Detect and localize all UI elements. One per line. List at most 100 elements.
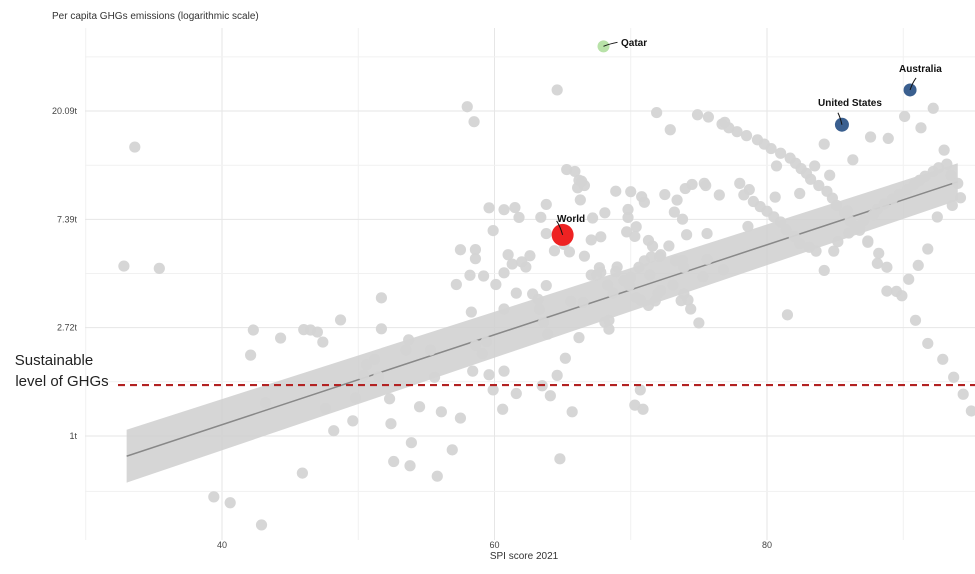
data-point — [952, 177, 964, 189]
data-point — [954, 192, 967, 204]
callout-label-australia: Australia — [899, 64, 942, 75]
data-point — [655, 284, 667, 297]
data-point — [483, 202, 495, 214]
callout-label-united-states: United States — [818, 98, 882, 109]
data-point — [334, 314, 347, 326]
data-point — [909, 314, 922, 326]
data-point — [903, 273, 915, 285]
data-point — [498, 303, 510, 315]
data-point — [375, 323, 388, 335]
x-tick-label-60: 60 — [489, 540, 499, 550]
data-point — [862, 236, 874, 248]
data-point — [751, 134, 764, 146]
data-point — [296, 467, 308, 479]
data-point — [576, 175, 588, 187]
data-point — [153, 262, 165, 274]
data-point — [630, 221, 642, 233]
data-point — [841, 205, 853, 217]
data-point — [532, 293, 544, 305]
data-point — [702, 111, 715, 123]
data-point — [400, 344, 412, 356]
data-point — [544, 390, 556, 402]
data-point — [878, 198, 890, 210]
data-point — [537, 316, 550, 328]
data-point — [317, 336, 329, 348]
data-point — [794, 187, 806, 200]
data-point — [873, 247, 885, 259]
axes: 40 60 80 1t 2.72t 7.39t 20.09t — [52, 106, 772, 550]
data-point — [664, 124, 676, 136]
data-point — [347, 415, 359, 427]
data-point — [535, 211, 547, 223]
data-point — [465, 306, 477, 318]
data-point — [413, 401, 426, 413]
data-point — [369, 353, 381, 365]
data-point — [428, 371, 441, 383]
data-point — [388, 455, 400, 468]
data-point — [809, 160, 821, 172]
data-point — [622, 211, 634, 224]
data-point — [818, 138, 830, 150]
data-point — [899, 110, 911, 123]
data-point — [540, 279, 552, 292]
callout-line-qatar — [603, 41, 618, 47]
data-point — [893, 188, 905, 200]
data-point — [769, 191, 781, 203]
data-point — [578, 250, 591, 262]
data-point — [945, 169, 957, 181]
callout-line-australia — [909, 77, 917, 91]
data-point — [832, 236, 844, 248]
data-point — [813, 179, 825, 192]
data-point — [622, 203, 634, 216]
y-tick-label-3: 20.09t — [52, 106, 78, 116]
data-point — [595, 266, 607, 278]
data-point — [693, 317, 705, 329]
data-point — [821, 185, 833, 197]
data-point — [375, 292, 388, 304]
data-point — [487, 225, 499, 237]
data-point — [467, 365, 479, 377]
data-point — [454, 244, 467, 256]
data-point — [349, 392, 362, 404]
data-point — [780, 224, 792, 236]
data-point — [770, 160, 783, 172]
data-point — [922, 243, 934, 255]
data-point — [510, 287, 522, 299]
data-point — [931, 211, 943, 223]
data-point — [644, 269, 656, 281]
data-point — [912, 259, 924, 272]
data-point — [573, 332, 585, 344]
data-point — [566, 406, 578, 418]
data-point — [691, 109, 704, 121]
data-point — [260, 397, 272, 409]
y-axis-label: Per capita GHGs emissions (logarithmic s… — [52, 11, 259, 22]
data-point — [498, 267, 510, 279]
data-point — [607, 287, 619, 299]
data-point — [927, 102, 939, 114]
data-point — [676, 213, 689, 225]
data-point — [360, 359, 373, 371]
data-point — [469, 243, 482, 256]
x-tick-label-40: 40 — [217, 540, 227, 550]
x-tick-label-80: 80 — [762, 540, 772, 550]
data-point — [738, 189, 750, 201]
data-point — [561, 163, 573, 176]
data-point — [810, 245, 822, 257]
data-point — [404, 460, 416, 472]
data-point — [510, 387, 522, 400]
data-point — [469, 253, 482, 265]
data-point — [659, 188, 671, 201]
data-point — [698, 177, 710, 189]
data-point — [919, 170, 931, 182]
data-point — [405, 437, 417, 449]
data-point — [599, 207, 611, 219]
data-point — [587, 212, 599, 224]
data-point — [373, 371, 385, 383]
data-point — [431, 470, 443, 482]
data-point — [713, 189, 725, 201]
data-point — [634, 294, 646, 306]
data-point — [247, 324, 259, 336]
data-point — [784, 152, 796, 164]
data-point — [490, 278, 502, 291]
